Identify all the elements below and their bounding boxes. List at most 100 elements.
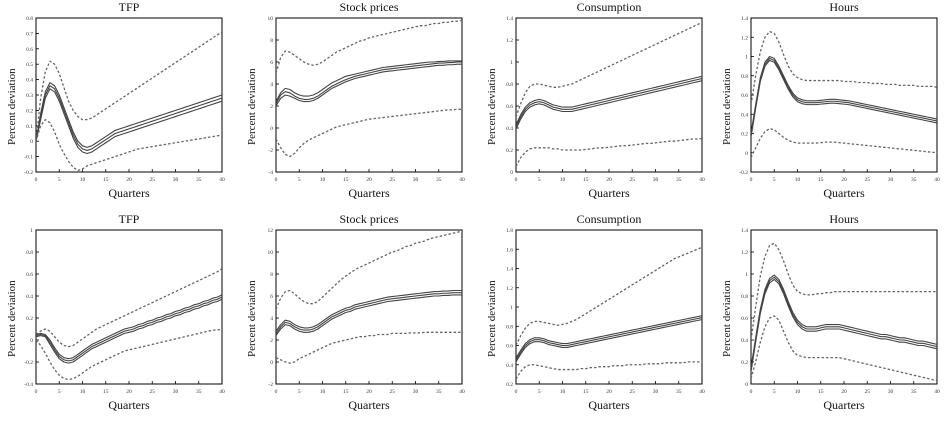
y-tick-label: 0.2 <box>26 316 33 322</box>
x-tick-label: 30 <box>173 389 179 395</box>
confidence-band-line <box>36 31 222 142</box>
y-tick-label: 1.4 <box>741 228 748 234</box>
chart-title: Consumption <box>576 0 642 14</box>
x-tick-label: 40 <box>219 389 225 395</box>
chart-title: Hours <box>829 0 859 14</box>
x-tick-label: 25 <box>865 177 871 183</box>
x-tick-label: 0 <box>35 389 38 395</box>
y-tick-label: 0.8 <box>26 250 33 256</box>
x-tick-label: 5 <box>298 177 301 183</box>
plot-frame <box>750 229 938 385</box>
x-tick-label: 10 <box>795 177 801 183</box>
x-tick-label: 15 <box>343 389 349 395</box>
chart-plot-area: 0 5 10 15 20 25 30 35 40 -0.4 -0.2 0 0.2 0.4 0.6 0.8 1 <box>24 228 225 395</box>
y-tick-label: 1.4 <box>506 16 513 22</box>
chart-panel: 0 5 10 15 20 25 30 35 40 0 0.2 0.4 0.6 0.8 1 1.2 1.4 Cons… <box>480 0 708 210</box>
y-tick-label: 1 <box>745 272 748 278</box>
confidence-band-line <box>751 315 937 382</box>
y-tick-label: 1.6 <box>506 247 513 253</box>
chart-title: Consumption <box>576 212 642 226</box>
confidence-band-line <box>36 267 222 348</box>
impulse-response-line <box>36 88 222 155</box>
x-tick-label: 20 <box>126 177 132 183</box>
y-tick-label: 6 <box>270 60 273 66</box>
x-tick-label: 30 <box>653 177 659 183</box>
x-axis-label: Quarters <box>108 398 150 412</box>
plot-frame <box>275 17 463 173</box>
confidence-band-line <box>276 19 462 74</box>
y-tick-label: 0 <box>30 139 33 145</box>
plot-frame <box>515 17 703 173</box>
y-tick-label: 0 <box>510 170 513 176</box>
y-axis-label: Percent deviation <box>721 280 733 357</box>
y-axis-label: Percent deviation <box>486 280 498 357</box>
x-tick-label: 40 <box>934 389 940 395</box>
y-tick-label: -2 <box>268 148 273 154</box>
impulse-response-line <box>36 298 222 364</box>
impulse-response-line <box>516 77 702 128</box>
x-tick-label: 0 <box>515 389 518 395</box>
impulse-response-line <box>276 292 462 334</box>
x-tick-label: 30 <box>653 389 659 395</box>
x-axis-label: Quarters <box>348 398 390 412</box>
x-tick-label: 15 <box>818 389 824 395</box>
impulse-response-line <box>751 55 937 134</box>
y-tick-label: 0 <box>745 382 748 388</box>
y-tick-label: 0.8 <box>741 294 748 300</box>
impulse-response-line <box>36 296 222 362</box>
y-tick-label: 1 <box>745 55 748 61</box>
x-tick-label: 5 <box>538 389 541 395</box>
x-tick-label: 30 <box>413 389 419 395</box>
confidence-band-line <box>516 21 702 118</box>
y-tick-label: 0.3 <box>26 93 33 99</box>
confidence-band-line <box>276 331 462 364</box>
confidence-band-line <box>751 128 937 158</box>
x-tick-label: 35 <box>676 177 682 183</box>
x-tick-label: 40 <box>459 177 465 183</box>
y-axis-label: Percent deviation <box>246 280 258 357</box>
x-tick-label: 25 <box>390 389 396 395</box>
impulse-response-line <box>36 85 222 151</box>
impulse-response-line <box>36 294 222 360</box>
x-tick-label: 10 <box>320 177 326 183</box>
chart-panel: 0 5 10 15 20 25 30 35 40 -2 0 2 4 6 8 10 12 Stock prices P… <box>240 212 468 422</box>
x-tick-label: 40 <box>699 389 705 395</box>
chart-title: Stock prices <box>339 212 399 226</box>
y-tick-label: -0.2 <box>739 170 748 176</box>
x-tick-label: 0 <box>35 177 38 183</box>
x-tick-label: 25 <box>630 177 636 183</box>
y-tick-label: 0.4 <box>741 112 748 118</box>
x-tick-label: 20 <box>841 389 847 395</box>
x-tick-label: 35 <box>911 177 917 183</box>
impulse-response-line <box>751 278 937 372</box>
y-tick-label: 0.6 <box>506 344 513 350</box>
y-tick-label: 1.2 <box>741 35 748 41</box>
x-tick-label: 10 <box>560 389 566 395</box>
plot-frame <box>35 17 223 173</box>
y-tick-label: 0.6 <box>26 272 33 278</box>
impulse-response-line <box>276 60 462 102</box>
impulse-response-line <box>751 276 937 370</box>
y-axis-label: Percent deviation <box>721 68 733 145</box>
confidence-band-line <box>751 30 937 105</box>
x-tick-label: 20 <box>606 177 612 183</box>
impulse-response-line <box>751 59 937 138</box>
chart-panel: 0 5 10 15 20 25 30 35 40 -0.4 -0.2 0 0.2 0.4 0.6 0.8 1 TF… <box>0 212 228 422</box>
y-tick-label: 0.4 <box>506 126 513 132</box>
x-tick-label: 10 <box>320 389 326 395</box>
y-tick-label: 2 <box>270 338 273 344</box>
y-axis-label: Percent deviation <box>246 68 258 145</box>
chart-panel: 0 5 10 15 20 25 30 35 40 0 0.2 0.4 0.6 0.8 1 1.2 1.4 Hour… <box>715 212 943 422</box>
y-tick-label: 8 <box>270 38 273 44</box>
y-tick-label: 12 <box>268 228 274 234</box>
y-tick-label: -0.2 <box>24 360 33 366</box>
x-tick-label: 35 <box>436 177 442 183</box>
y-tick-label: 0.1 <box>26 124 33 130</box>
x-tick-label: 5 <box>538 177 541 183</box>
y-tick-label: 0 <box>270 126 273 132</box>
x-tick-label: 40 <box>459 389 465 395</box>
impulse-response-line <box>276 61 462 105</box>
x-axis-label: Quarters <box>823 398 865 412</box>
y-tick-label: 0.4 <box>26 294 33 300</box>
y-tick-label: 1.8 <box>506 228 513 234</box>
